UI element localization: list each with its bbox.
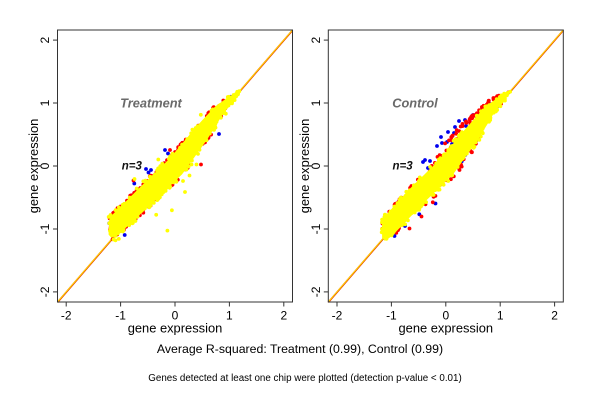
svg-text:0: 0 xyxy=(172,309,179,323)
svg-text:-1: -1 xyxy=(309,223,323,234)
svg-text:-1: -1 xyxy=(38,223,52,234)
svg-text:1: 1 xyxy=(309,99,323,106)
svg-text:-2: -2 xyxy=(332,309,343,323)
svg-text:Average R-squared: Treatment (: Average R-squared: Treatment (0.99), Con… xyxy=(157,342,443,356)
svg-text:Control: Control xyxy=(392,96,438,111)
svg-text:n=3: n=3 xyxy=(122,160,143,172)
svg-text:gene expression: gene expression xyxy=(26,119,41,214)
svg-text:gene expression: gene expression xyxy=(297,119,312,214)
svg-text:2: 2 xyxy=(38,36,52,43)
svg-text:-2: -2 xyxy=(309,286,323,297)
svg-text:-2: -2 xyxy=(61,309,72,323)
svg-text:-1: -1 xyxy=(386,309,397,323)
svg-text:-1: -1 xyxy=(115,309,126,323)
svg-text:1: 1 xyxy=(226,309,233,323)
svg-text:0: 0 xyxy=(309,162,323,169)
svg-text:2: 2 xyxy=(551,309,558,323)
svg-text:2: 2 xyxy=(280,309,287,323)
svg-text:gene expression: gene expression xyxy=(128,321,223,336)
svg-text:n=3: n=3 xyxy=(393,160,414,172)
svg-text:0: 0 xyxy=(442,309,449,323)
svg-text:1: 1 xyxy=(38,99,52,106)
svg-text:2: 2 xyxy=(309,36,323,43)
svg-text:gene expression: gene expression xyxy=(398,321,493,336)
svg-text:Genes detected at least one ch: Genes detected at least one chip were pl… xyxy=(148,373,461,384)
svg-text:1: 1 xyxy=(497,309,504,323)
svg-text:Treatment: Treatment xyxy=(120,96,182,111)
svg-text:0: 0 xyxy=(38,162,52,169)
svg-text:-2: -2 xyxy=(38,286,52,297)
